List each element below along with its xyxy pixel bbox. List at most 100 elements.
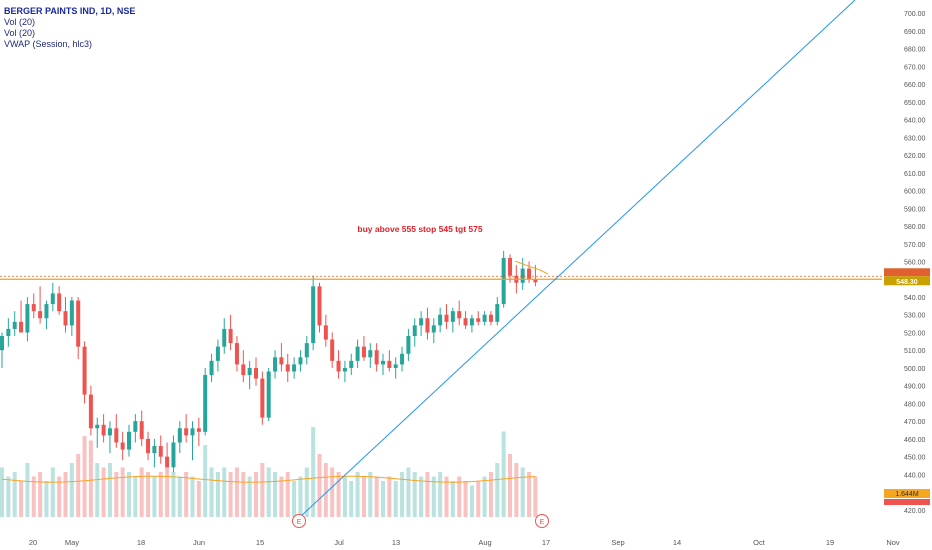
candle-body[interactable] bbox=[317, 286, 322, 326]
candle-body[interactable] bbox=[368, 350, 373, 358]
candle-body[interactable] bbox=[311, 286, 316, 344]
candle-body[interactable] bbox=[342, 367, 347, 372]
candle-body[interactable] bbox=[57, 293, 62, 312]
candle-body[interactable] bbox=[488, 314, 493, 322]
candle-body[interactable] bbox=[0, 336, 4, 351]
legend-volume-2[interactable]: Vol (20) bbox=[4, 28, 36, 38]
candle-body[interactable] bbox=[82, 346, 87, 395]
candle-body[interactable] bbox=[406, 336, 411, 354]
candle-body[interactable] bbox=[209, 360, 214, 376]
chart-annotation[interactable]: buy above 555 stop 545 tgt 575 bbox=[357, 224, 482, 234]
candle-body[interactable] bbox=[184, 428, 189, 436]
symbol-title[interactable]: BERGER PAINTS IND, 1D, NSE bbox=[4, 6, 136, 16]
candle-body[interactable] bbox=[425, 318, 430, 333]
candle-body[interactable] bbox=[438, 314, 443, 326]
candle-body[interactable] bbox=[330, 339, 335, 361]
candle-body[interactable] bbox=[254, 367, 258, 379]
earnings-marker[interactable] bbox=[535, 514, 549, 528]
candle-body[interactable] bbox=[469, 318, 474, 326]
candle-body[interactable] bbox=[450, 311, 455, 322]
candle-body[interactable] bbox=[381, 360, 385, 365]
candle-body[interactable] bbox=[222, 328, 227, 347]
candle-body[interactable] bbox=[101, 424, 106, 436]
candle-body[interactable] bbox=[25, 304, 30, 333]
trendline[interactable] bbox=[299, 0, 856, 518]
candle-body[interactable] bbox=[495, 304, 500, 322]
candle-body[interactable] bbox=[285, 364, 290, 372]
candle-body[interactable] bbox=[44, 304, 49, 319]
candle-body[interactable] bbox=[476, 318, 481, 322]
candle-body[interactable] bbox=[165, 456, 170, 468]
candle-body[interactable] bbox=[171, 442, 176, 468]
candle-body[interactable] bbox=[190, 428, 195, 436]
candle-body[interactable] bbox=[76, 300, 81, 347]
candle-body[interactable] bbox=[241, 364, 246, 376]
time-tick-label: 17 bbox=[542, 538, 550, 547]
candle-body[interactable] bbox=[412, 325, 417, 337]
candle-body[interactable] bbox=[527, 268, 532, 280]
candle-body[interactable] bbox=[400, 353, 405, 365]
candle-body[interactable] bbox=[152, 446, 157, 454]
volume-ma-line bbox=[1, 475, 536, 483]
candle-body[interactable] bbox=[273, 357, 278, 372]
earnings-marker[interactable] bbox=[292, 514, 306, 528]
candle-body[interactable] bbox=[88, 394, 93, 429]
candle-body[interactable] bbox=[133, 421, 138, 432]
candle-body[interactable] bbox=[501, 257, 506, 305]
candle-body[interactable] bbox=[374, 350, 379, 365]
candle-body[interactable] bbox=[304, 343, 309, 358]
time-axis[interactable]: 20 May 18 Jun 15 Jul 13 Aug 17 Sep 14 Oct 19 Nov bbox=[29, 538, 900, 547]
candle-body[interactable] bbox=[107, 428, 112, 436]
candle-body[interactable] bbox=[444, 314, 449, 322]
candle-body[interactable] bbox=[508, 257, 512, 276]
candle-body[interactable] bbox=[12, 321, 17, 329]
candle-body[interactable] bbox=[127, 431, 131, 450]
candle-body[interactable] bbox=[38, 311, 43, 319]
candle-body[interactable] bbox=[482, 314, 487, 322]
candle-body[interactable] bbox=[266, 371, 271, 418]
candle-body[interactable] bbox=[196, 428, 201, 432]
candle-body[interactable] bbox=[361, 346, 366, 358]
candle-body[interactable] bbox=[393, 364, 398, 368]
candle-body[interactable] bbox=[533, 279, 538, 283]
candle-body[interactable] bbox=[336, 360, 341, 372]
candle-body[interactable] bbox=[203, 375, 208, 432]
price-axis[interactable]: 700.00 690.00 680.00 670.00 660.00 650.00 640.… bbox=[884, 11, 930, 515]
last-price-badge[interactable] bbox=[884, 276, 930, 286]
candle-body[interactable] bbox=[463, 318, 468, 326]
legend-vwap[interactable]: VWAP (Session, hlc3) bbox=[4, 39, 93, 49]
candle-body[interactable] bbox=[247, 367, 252, 376]
candle-body[interactable] bbox=[158, 446, 163, 457]
candle-body[interactable] bbox=[279, 357, 284, 365]
candle-body[interactable] bbox=[457, 311, 462, 319]
candle-body[interactable] bbox=[139, 421, 144, 439]
candle-body[interactable] bbox=[19, 321, 24, 333]
legend-volume-1[interactable]: Vol (20) bbox=[4, 17, 36, 27]
candle-body[interactable] bbox=[215, 346, 220, 361]
candle-body[interactable] bbox=[260, 378, 265, 418]
candle-body[interactable] bbox=[323, 325, 328, 340]
candle-body[interactable] bbox=[520, 268, 525, 283]
candle-body[interactable] bbox=[234, 343, 239, 365]
candle-body[interactable] bbox=[120, 442, 125, 450]
candle-body[interactable] bbox=[349, 360, 354, 368]
candle-body[interactable] bbox=[355, 346, 360, 361]
candle-body[interactable] bbox=[177, 428, 182, 443]
candle-body[interactable] bbox=[50, 293, 55, 305]
candle-body[interactable] bbox=[95, 424, 100, 429]
candle-body[interactable] bbox=[31, 304, 36, 312]
candle-body[interactable] bbox=[6, 328, 11, 337]
candle-body[interactable] bbox=[228, 328, 233, 344]
candle-body[interactable] bbox=[69, 300, 74, 326]
candle-body[interactable] bbox=[146, 438, 151, 454]
candle-body[interactable] bbox=[114, 428, 119, 443]
candle-body[interactable] bbox=[431, 325, 436, 333]
candle-body[interactable] bbox=[387, 360, 392, 368]
volume-badge[interactable] bbox=[884, 489, 930, 498]
candle-body[interactable] bbox=[298, 357, 303, 365]
candle-body[interactable] bbox=[63, 311, 68, 326]
candle-body[interactable] bbox=[419, 318, 424, 326]
candle-body[interactable] bbox=[292, 364, 297, 372]
